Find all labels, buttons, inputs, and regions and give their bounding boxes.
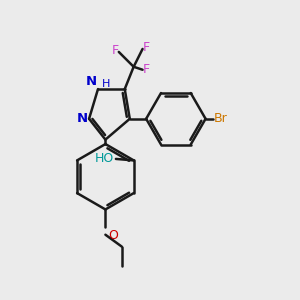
Text: HO: HO: [95, 152, 114, 165]
Text: F: F: [142, 63, 150, 76]
Text: H: H: [102, 79, 110, 89]
Text: N: N: [76, 112, 88, 125]
Text: N: N: [85, 75, 97, 88]
Text: F: F: [112, 44, 119, 57]
Text: F: F: [142, 41, 150, 54]
Text: O: O: [108, 229, 118, 242]
Text: Br: Br: [214, 112, 228, 125]
